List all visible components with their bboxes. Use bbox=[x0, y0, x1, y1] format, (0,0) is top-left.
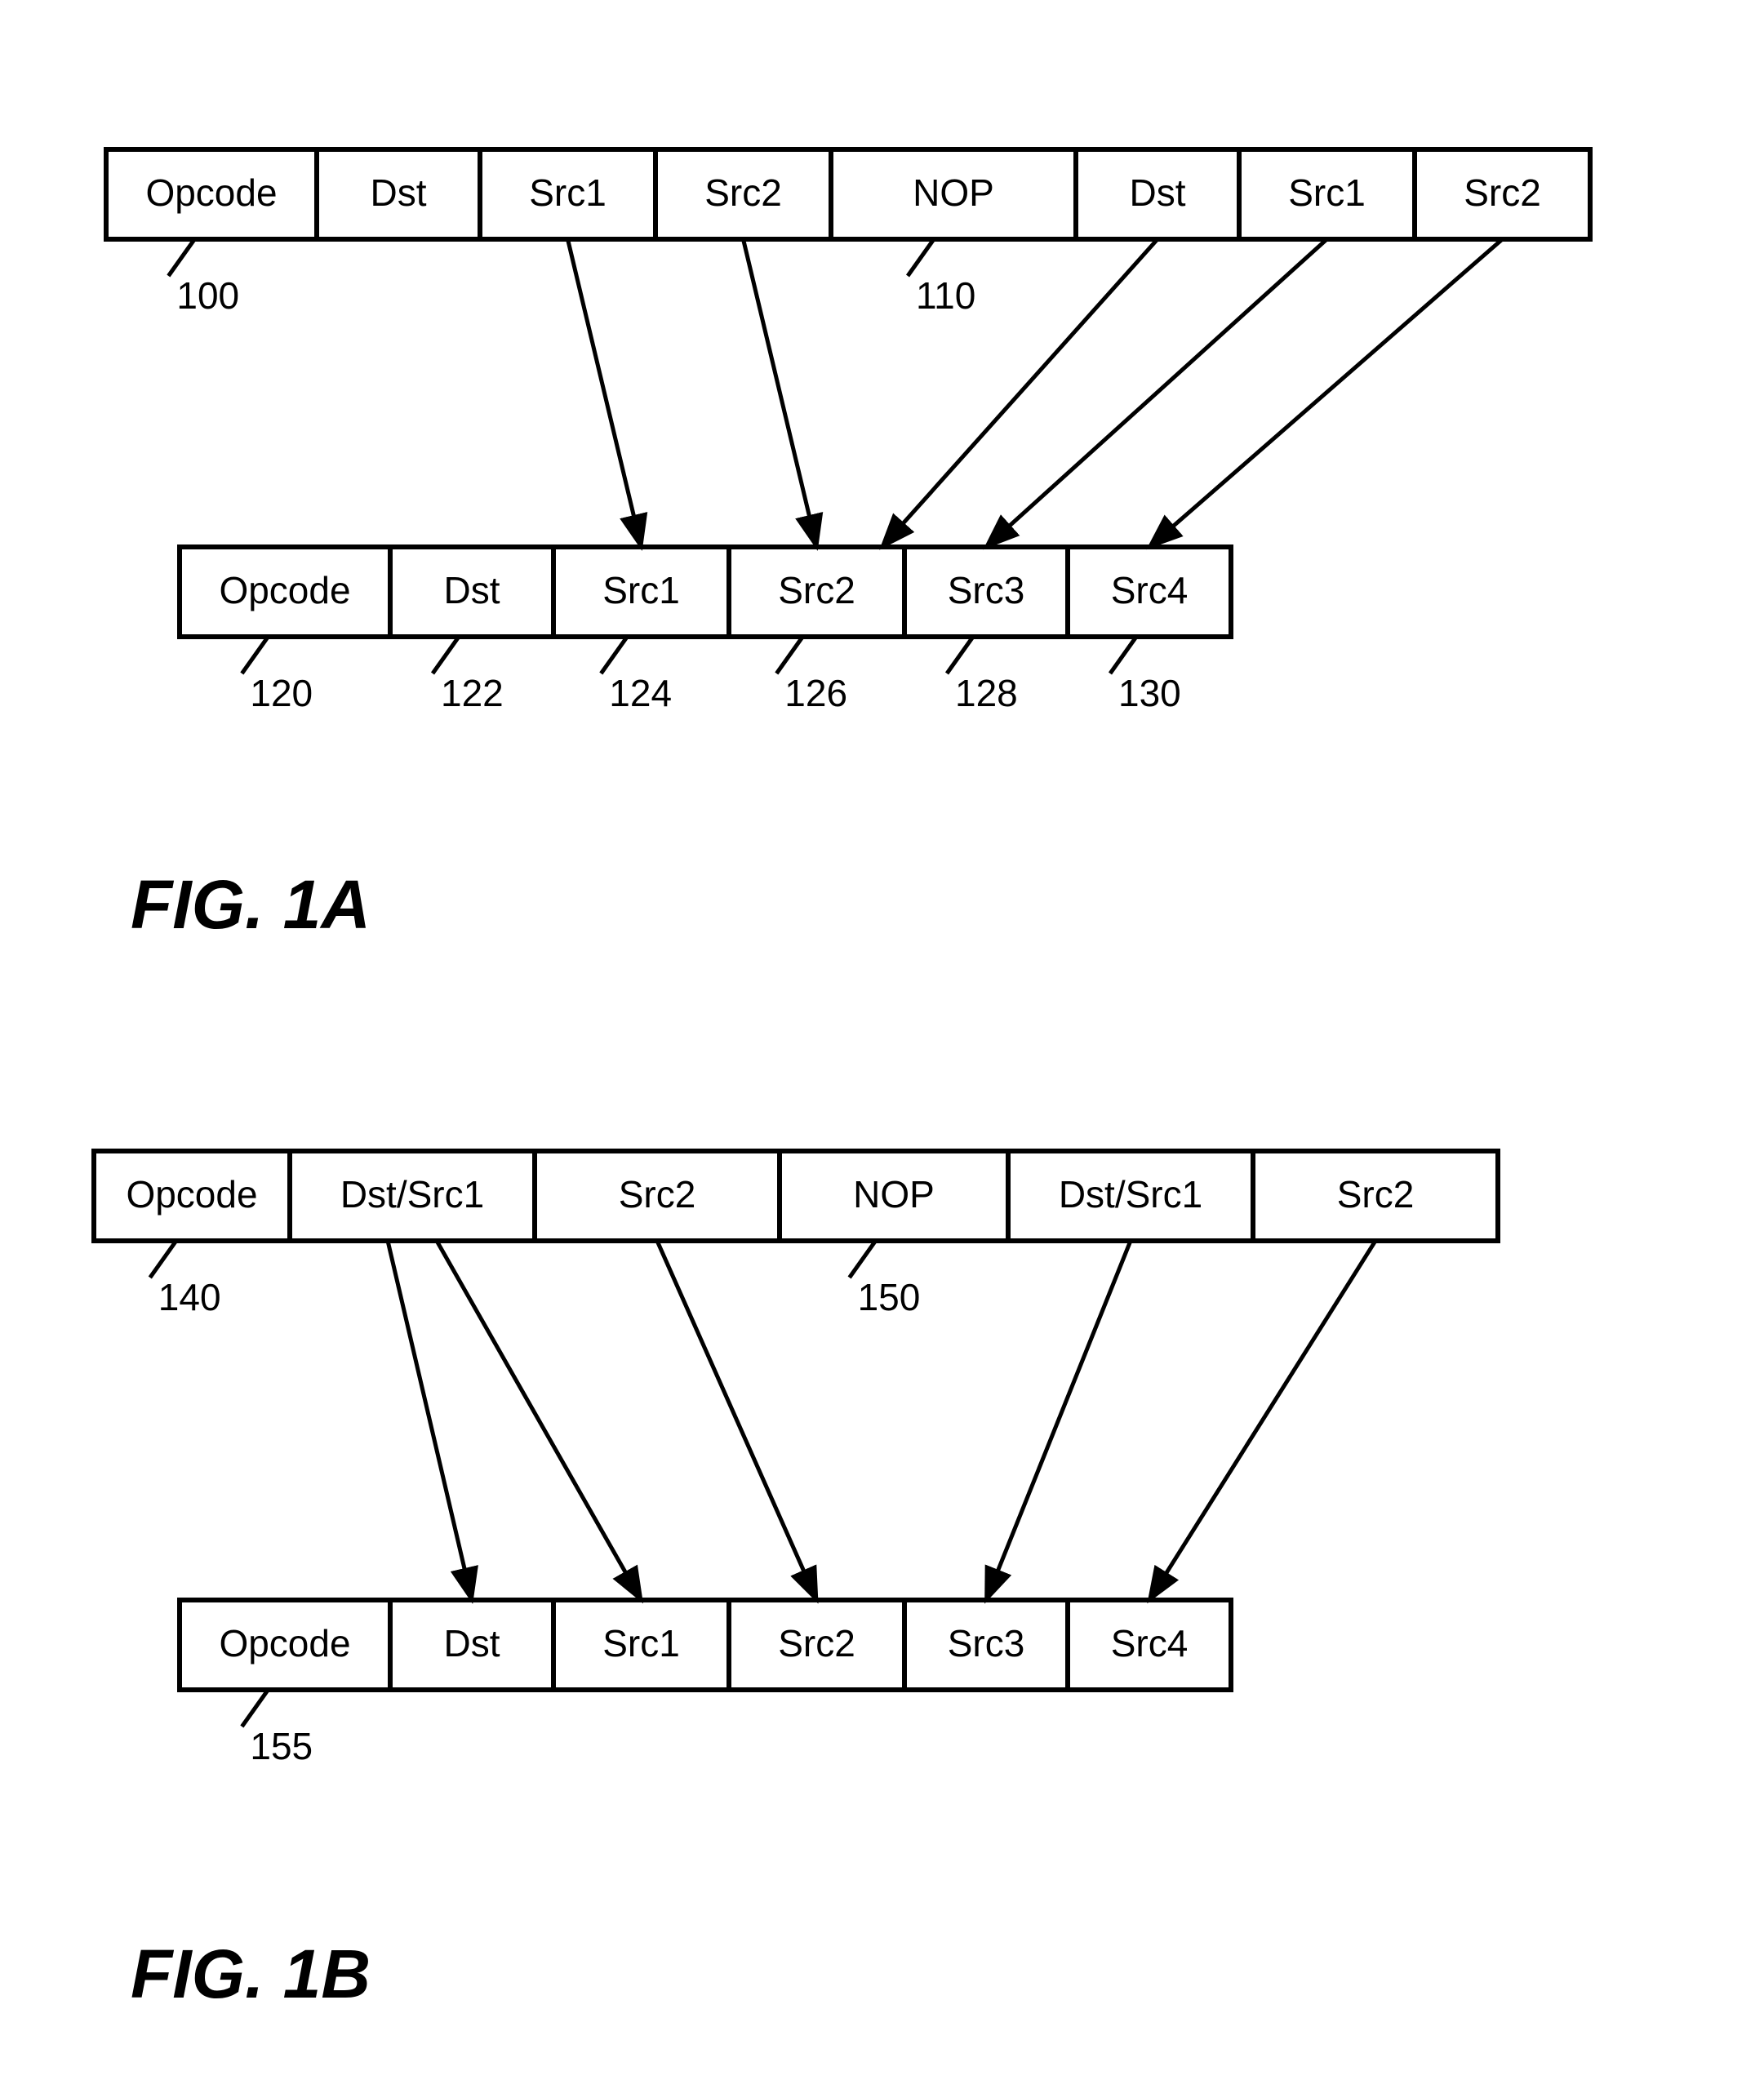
figA-bottom-ref-tick-122 bbox=[433, 637, 459, 673]
figA-bottom-ref-130: 130 bbox=[1118, 672, 1181, 714]
figA-bottom-cell-3-label: Src2 bbox=[778, 569, 855, 611]
figA-top-cell-6-label: Src1 bbox=[1288, 171, 1366, 214]
figB-bottom-cell-2-label: Src1 bbox=[602, 1622, 680, 1665]
figB-top-cell-5-label: Src2 bbox=[1337, 1173, 1415, 1216]
figA-bottom-ref-122: 122 bbox=[441, 672, 504, 714]
figB-top-cell-0-label: Opcode bbox=[126, 1173, 257, 1216]
figB-top-ref-140: 140 bbox=[158, 1276, 221, 1318]
figB-caption: FIG. 1B bbox=[131, 1936, 371, 2012]
figB-arrow-4 bbox=[1149, 1241, 1375, 1600]
figA-bottom-ref-tick-120 bbox=[242, 637, 268, 673]
figA-top-cell-2-label: Src1 bbox=[529, 171, 607, 214]
figB-top-ref-tick-140 bbox=[150, 1241, 176, 1278]
figB-arrow-3 bbox=[986, 1241, 1131, 1600]
figA-arrow-1 bbox=[744, 239, 817, 547]
figA-top-ref-tick-110 bbox=[908, 239, 934, 276]
figA-bottom-ref-tick-130 bbox=[1110, 637, 1136, 673]
figB-top-ref-150: 150 bbox=[858, 1276, 921, 1318]
figA-bottom-ref-128: 128 bbox=[955, 672, 1018, 714]
figA-top-cell-3-label: Src2 bbox=[704, 171, 782, 214]
figA-bottom-ref-120: 120 bbox=[250, 672, 313, 714]
diagram-canvas: Opcode Dst Src1 Src2 NOP Dst Src1 Src2 100 110 Opc… bbox=[0, 0, 1764, 2089]
figB-bottom-cell-5-label: Src4 bbox=[1111, 1622, 1189, 1665]
figB-bottom-cell-1-label: Dst bbox=[444, 1622, 500, 1665]
figB-top-ref-tick-150 bbox=[850, 1241, 876, 1278]
figB-bottom-ref-155: 155 bbox=[250, 1725, 313, 1767]
figA-bottom-cell-0-label: Opcode bbox=[219, 569, 350, 611]
figB-bottom-cell-4-label: Src3 bbox=[948, 1622, 1025, 1665]
figB-arrow-1 bbox=[437, 1241, 642, 1600]
figA-arrow-3 bbox=[986, 239, 1327, 547]
figA-arrow-0 bbox=[568, 239, 642, 547]
figB-arrow-2 bbox=[657, 1241, 817, 1600]
figA-top-ref-100: 100 bbox=[176, 274, 239, 317]
figA-bottom-cell-2-label: Src1 bbox=[602, 569, 680, 611]
figA-top-ref-110: 110 bbox=[916, 274, 975, 317]
figA-top-cell-0-label: Opcode bbox=[145, 171, 277, 214]
figB-bottom-cell-3-label: Src2 bbox=[778, 1622, 855, 1665]
figA-arrow-4 bbox=[1149, 239, 1503, 547]
figA-top-cell-5-label: Dst bbox=[1130, 171, 1186, 214]
figB-bottom-ref-tick-155 bbox=[242, 1690, 268, 1727]
figB-top-cell-2-label: Src2 bbox=[619, 1173, 696, 1216]
figA-top-cell-4-label: NOP bbox=[913, 171, 994, 214]
figA-top-cell-7-label: Src2 bbox=[1464, 171, 1541, 214]
figA-top-cell-1-label: Dst bbox=[371, 171, 427, 214]
figB-top-cell-4-label: Dst/Src1 bbox=[1059, 1173, 1202, 1216]
figB-bottom-cell-0-label: Opcode bbox=[219, 1622, 350, 1665]
figB-top-cell-1-label: Dst/Src1 bbox=[340, 1173, 484, 1216]
figA-caption: FIG. 1A bbox=[131, 866, 371, 943]
figB-arrow-0 bbox=[388, 1241, 472, 1600]
figA-bottom-ref-126: 126 bbox=[784, 672, 847, 714]
figA-bottom-cell-1-label: Dst bbox=[444, 569, 500, 611]
figA-top-ref-tick-100 bbox=[168, 239, 194, 276]
figA-bottom-ref-tick-128 bbox=[947, 637, 973, 673]
figA-bottom-cell-4-label: Src3 bbox=[948, 569, 1025, 611]
figA-bottom-ref-tick-124 bbox=[601, 637, 627, 673]
figA-bottom-ref-tick-126 bbox=[776, 637, 802, 673]
figA-bottom-ref-124: 124 bbox=[609, 672, 672, 714]
figA-bottom-cell-5-label: Src4 bbox=[1111, 569, 1189, 611]
figB-top-cell-3-label: NOP bbox=[853, 1173, 935, 1216]
